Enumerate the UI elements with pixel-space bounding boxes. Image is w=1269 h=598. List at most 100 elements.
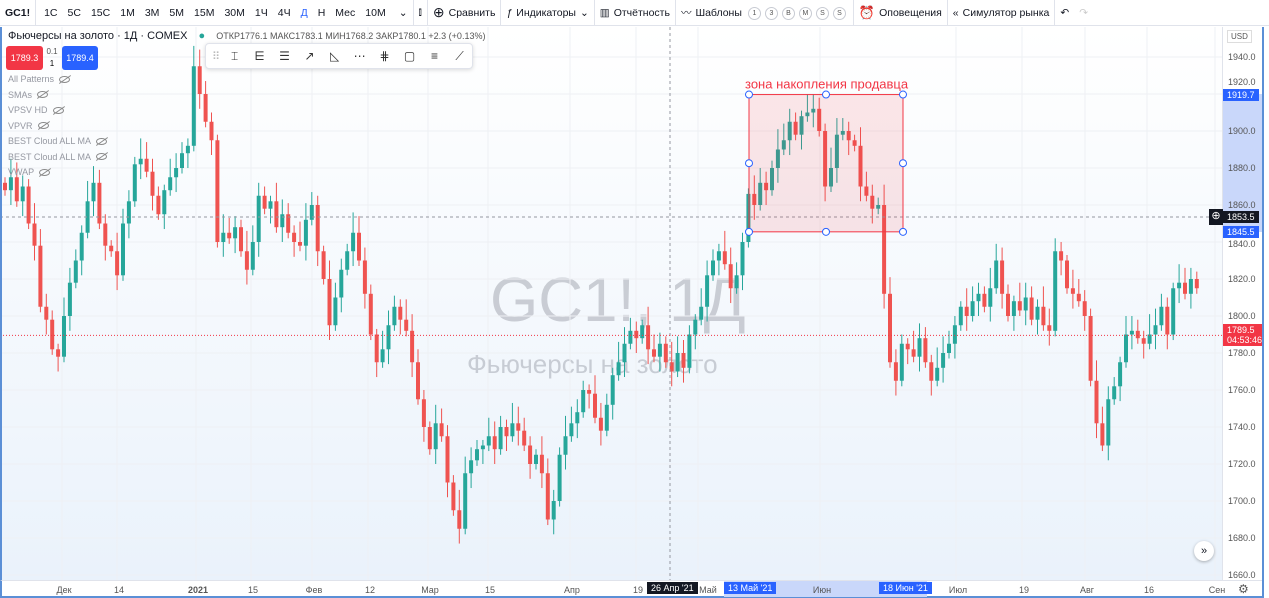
quick-button[interactable]: M <box>798 6 812 20</box>
quick-button[interactable]: S <box>815 6 829 20</box>
indicator-item[interactable]: BEST Cloud ALL MA <box>8 152 108 162</box>
sell-button[interactable]: 1789.3 <box>6 46 43 70</box>
quick-button[interactable]: B <box>781 6 795 20</box>
interval-3[interactable]: 1М <box>120 6 135 19</box>
candle <box>976 282 981 316</box>
alerts-button[interactable]: ⏰ Оповещения <box>854 0 947 26</box>
trend-line-tool-icon[interactable]: ↗ <box>304 49 315 63</box>
candle-body <box>1053 251 1058 331</box>
window-border <box>1262 27 1269 598</box>
reports-button[interactable]: ▥ Отчётность <box>595 0 675 26</box>
time-label: Сен <box>1208 585 1226 595</box>
indicator-item[interactable]: VPVR <box>8 121 49 131</box>
candle-body <box>1006 293 1010 316</box>
candle <box>764 171 769 205</box>
triangle-tool-icon[interactable]: ◺ <box>329 49 340 63</box>
candle <box>852 134 857 152</box>
drag-handle-icon[interactable]: ⠿ <box>212 50 221 63</box>
candle <box>911 330 916 363</box>
interval-6[interactable]: 15М <box>194 6 215 19</box>
interval-1[interactable]: 5С <box>67 6 81 19</box>
price-label: 1800.0 <box>1228 311 1256 321</box>
undo-button[interactable]: ↶ <box>1055 0 1074 26</box>
interval-13[interactable]: 10М <box>365 6 386 19</box>
candle-body <box>1183 282 1187 294</box>
candle <box>1065 254 1069 294</box>
candle <box>1124 316 1128 368</box>
candle <box>339 258 344 313</box>
quick-button[interactable]: 3 <box>764 6 778 20</box>
candle <box>675 336 680 378</box>
interval-8[interactable]: 1Ч <box>254 6 268 19</box>
replay-button[interactable]: «Симулятор рынка <box>948 0 1055 26</box>
candle <box>1041 286 1046 331</box>
candle-body <box>1094 380 1099 424</box>
rectangle-tool-icon[interactable]: ▢ <box>403 49 416 63</box>
scroll-to-latest-button[interactable]: » <box>1194 541 1214 561</box>
eye-hidden-icon[interactable] <box>59 75 71 83</box>
candle-body <box>941 353 946 368</box>
compare-button[interactable]: ⊕ Сравнить <box>428 0 501 26</box>
add-alert-plus-icon[interactable]: ⊕ <box>1209 209 1223 226</box>
candle <box>770 160 774 196</box>
interval-5[interactable]: 5М <box>169 6 185 19</box>
redo-button[interactable]: ↷ <box>1074 0 1093 26</box>
interval-10[interactable]: Д <box>300 6 308 19</box>
eye-hidden-icon[interactable] <box>52 106 64 114</box>
candle <box>1188 267 1193 309</box>
quick-button[interactable]: 1 <box>747 6 761 20</box>
fib-channel-tool-icon[interactable]: ⋿ <box>254 49 265 63</box>
candle-body <box>823 131 828 187</box>
indicator-item[interactable]: BEST Cloud ALL MA <box>8 136 108 146</box>
candle-body <box>982 293 987 307</box>
interval-0[interactable]: 1С <box>44 6 58 19</box>
fib-retracement-tool-icon[interactable]: ≡ <box>431 49 439 63</box>
indicator-item[interactable]: SMAs <box>8 90 49 100</box>
price-label: 1680.0 <box>1228 533 1256 543</box>
eye-hidden-icon[interactable] <box>37 122 49 129</box>
indicators-button[interactable]: ƒ Индикаторы ⌄ <box>501 0 593 26</box>
replay-label: Симулятор рынка <box>962 6 1050 19</box>
indicator-item[interactable]: VWAP <box>8 167 51 177</box>
candle <box>50 310 55 355</box>
candle <box>905 338 910 365</box>
interval-dropdown[interactable]: ⌄ <box>394 0 413 26</box>
chart-type-button[interactable]: ⫾ <box>414 0 427 26</box>
eye-hidden-icon[interactable] <box>96 137 108 145</box>
eye-hidden-icon[interactable] <box>37 91 49 98</box>
indicator-item[interactable]: All Patterns <box>8 74 71 84</box>
interval-11[interactable]: Н <box>317 6 326 19</box>
series-title[interactable]: Фьючерсы на золото · 1Д · COMEX <box>8 30 188 42</box>
candle-body <box>740 242 745 276</box>
candle <box>634 321 639 353</box>
quick-button[interactable]: S <box>832 6 846 20</box>
time-axis[interactable]: Дек 14 2021 15 Фев 12 Мар 15 Апр 19 Май Июн Июл 19 Авг… <box>0 580 1262 598</box>
indicator-item[interactable]: VPSV HD <box>8 105 64 115</box>
interval-7[interactable]: 30М <box>224 6 245 19</box>
parallel-channel-tool-icon[interactable]: ☰ <box>279 49 290 63</box>
pitchfork-tool-icon[interactable]: ⋕ <box>379 49 390 63</box>
candle-body <box>286 214 291 233</box>
symbol-search[interactable]: GC1! <box>0 0 35 26</box>
buy-button[interactable]: 1789.4 <box>62 46 98 70</box>
settings-button[interactable]: ⚙ <box>1238 582 1249 596</box>
eye-hidden-icon[interactable] <box>96 153 108 160</box>
eye-hidden-icon[interactable] <box>39 168 51 176</box>
candle <box>286 203 291 239</box>
candle-body <box>44 306 49 320</box>
interval-2[interactable]: 15С <box>90 6 111 19</box>
interval-12[interactable]: Мес <box>335 6 356 19</box>
candle <box>327 260 332 341</box>
currency-badge[interactable]: USD <box>1227 30 1252 43</box>
candle-body <box>652 349 656 357</box>
vertical-range-tool-icon[interactable]: ⌶ <box>230 48 239 63</box>
price-axis[interactable]: USD 1940.0 1920.0 1900.0 1880.0 1860.0 1840.0… <box>1222 27 1267 580</box>
path-tool-icon[interactable]: ⟋ <box>455 48 464 63</box>
candle-body <box>203 94 208 122</box>
chart-pane[interactable]: GC1!, 1Д Фьючерсы на золото зона накопле… <box>0 27 1222 580</box>
interval-4[interactable]: 3М <box>144 6 160 19</box>
last-price: 1789.5 <box>1227 325 1255 336</box>
interval-9[interactable]: 4Ч <box>277 6 291 19</box>
date-range-tool-icon[interactable]: ⋯ <box>353 49 366 63</box>
